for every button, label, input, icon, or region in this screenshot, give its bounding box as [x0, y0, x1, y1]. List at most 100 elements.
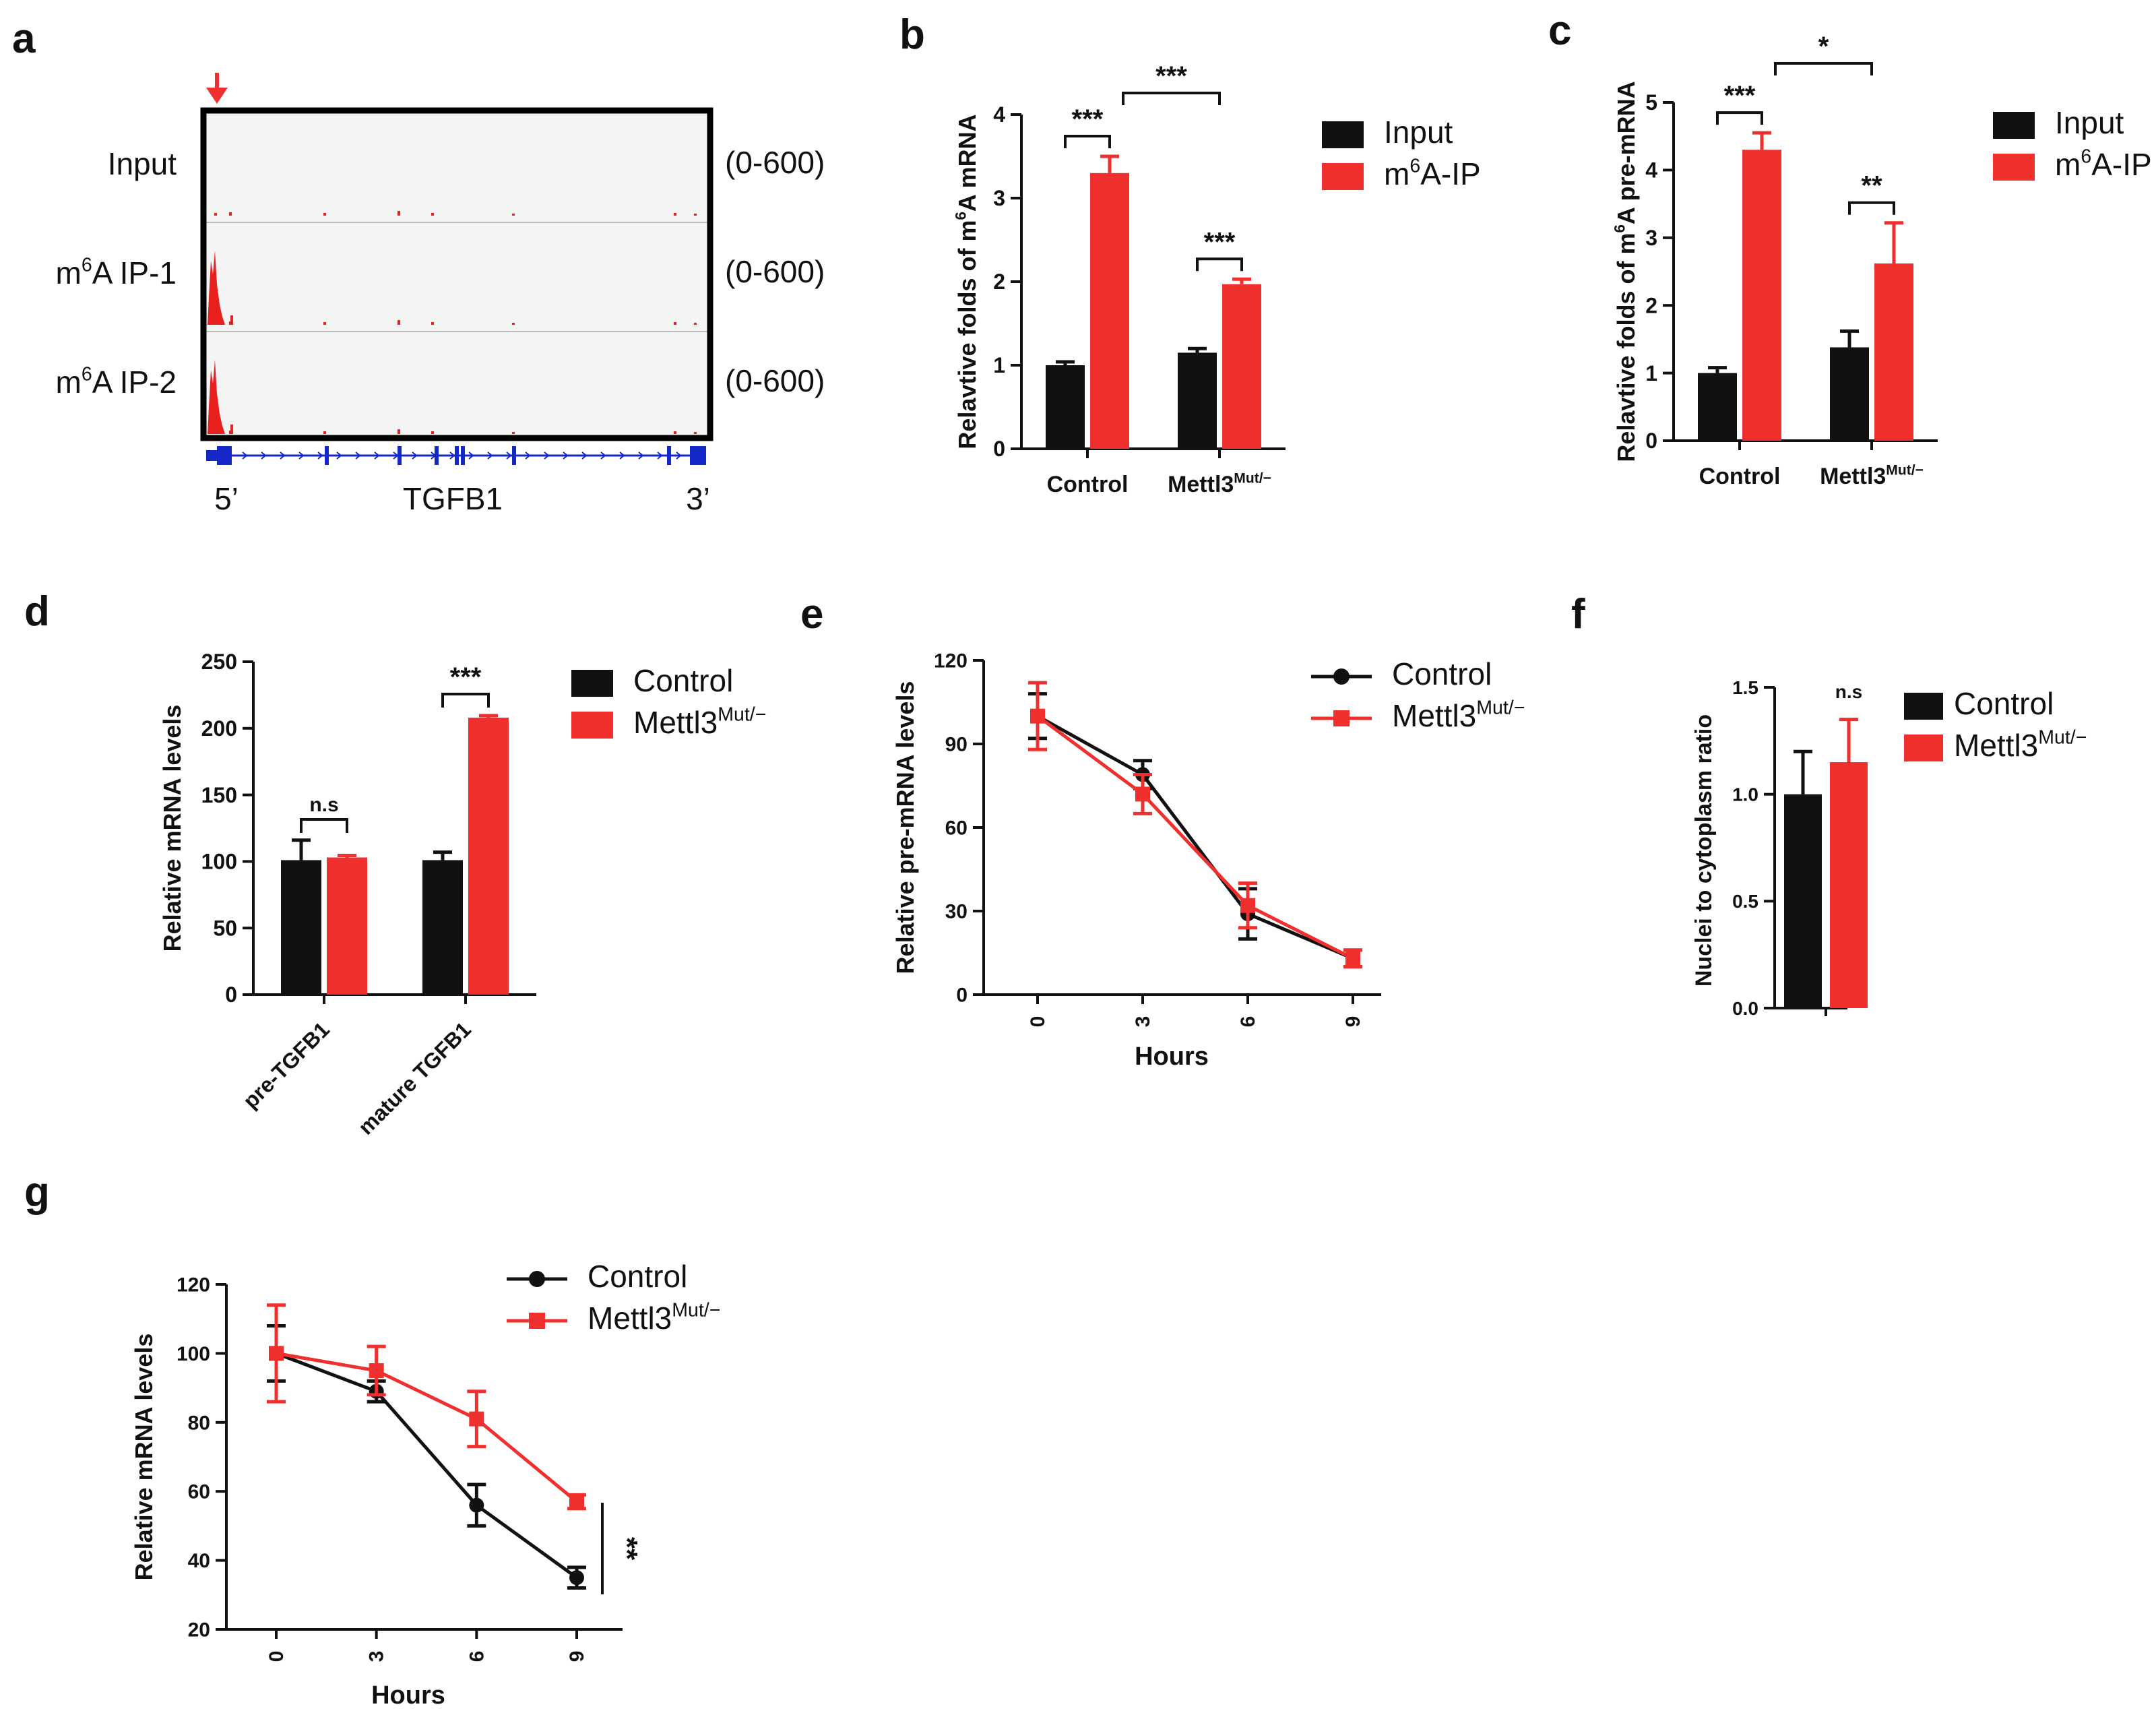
- y-tick-label: 0.0: [1732, 998, 1758, 1019]
- peak: [323, 431, 326, 434]
- y-tick-label: 0: [956, 985, 968, 1007]
- gene-exon: [690, 446, 706, 465]
- text-part: Control: [1699, 464, 1781, 489]
- y-tick-label: 4: [1645, 158, 1657, 183]
- gene-exon: [325, 446, 329, 465]
- text-part: m: [2055, 147, 2081, 182]
- text-part: A IP-1: [92, 255, 177, 290]
- y-tick-label: 1.0: [1732, 784, 1758, 805]
- legend-swatch-black: [1904, 693, 1943, 720]
- strand-arrow-icon: [317, 451, 323, 460]
- bar-input: [1830, 347, 1869, 441]
- x-tick-label: 3: [366, 1651, 388, 1662]
- y-tick-label: 150: [201, 783, 237, 807]
- superscript: Mut/−: [672, 1300, 720, 1321]
- strand-arrow-icon: [506, 451, 512, 460]
- superscript: 6: [1409, 156, 1420, 177]
- red-arrow-icon: [206, 88, 228, 104]
- peak: [431, 431, 434, 434]
- x-tick-label: 6: [466, 1651, 488, 1662]
- peak-cluster: [208, 251, 225, 325]
- legend-swatch-black: [571, 670, 613, 697]
- strand-arrow-icon: [242, 451, 248, 460]
- y-tick-label: 100: [177, 1343, 210, 1365]
- text-part: Mettl3: [1168, 472, 1234, 497]
- gene-exon: [512, 446, 516, 465]
- category-label: Mettl3Mut/−: [1168, 470, 1271, 497]
- y-tick-label: 5: [1645, 90, 1657, 115]
- data-point: [469, 1411, 484, 1427]
- text-part: Input: [1384, 115, 1453, 150]
- y-tick-label: 1.5: [1732, 677, 1758, 698]
- superscript: Mut/−: [1886, 462, 1924, 478]
- legend-label: m6A-IP: [2055, 146, 2152, 182]
- strand-arrow-icon: [638, 451, 644, 460]
- gene-exon: [455, 446, 459, 465]
- text-part: Relavtive folds of m: [1612, 233, 1640, 462]
- data-point: [569, 1570, 584, 1586]
- category-label: Control: [1047, 472, 1129, 497]
- panel-label-g: g: [24, 1169, 50, 1216]
- text-part: m: [56, 255, 82, 290]
- text-part: Mettl3: [1954, 728, 2038, 763]
- text-part: Control: [1954, 686, 2054, 721]
- significance-bracket: [1064, 135, 1111, 148]
- x-tick-label: 0: [1027, 1016, 1049, 1028]
- y-tick-label: 250: [201, 650, 237, 674]
- strand-arrow-icon: [600, 451, 606, 460]
- legend-swatch-red: [571, 712, 613, 739]
- peak: [694, 323, 697, 325]
- bar-series2: [1090, 173, 1129, 449]
- peak: [674, 213, 676, 216]
- peak-cluster: [208, 360, 225, 434]
- bar-control: [422, 860, 463, 995]
- text-part: Control: [588, 1259, 687, 1294]
- strand-arrow-icon: [544, 451, 550, 460]
- category-label: Control: [1699, 464, 1781, 489]
- legend-label: Input: [2055, 105, 2124, 140]
- y-tick-label: 20: [188, 1619, 210, 1642]
- data-point: [369, 1363, 384, 1378]
- y-tick-label: 200: [201, 716, 237, 741]
- peak: [674, 431, 676, 434]
- strand-arrow-icon: [468, 451, 474, 460]
- y-axis-title: Relavtive folds of m6A mRNA: [953, 114, 981, 449]
- legend-label: m6A-IP: [1384, 156, 1481, 191]
- x-tick-label: 3: [1132, 1016, 1154, 1028]
- chart-b: 0 1 2 3 4 Control Mettl3Mut/− Relavtive folds o…: [953, 61, 1481, 497]
- y-tick-label: 50: [213, 916, 237, 940]
- strand-arrow-icon: [336, 451, 342, 460]
- text-part: A mRNA: [953, 114, 981, 212]
- x-axis-title: Hours: [371, 1681, 445, 1710]
- peak: [431, 322, 434, 325]
- y-tick-label: 1: [993, 353, 1005, 377]
- strand-arrow-icon: [525, 451, 531, 460]
- significance-label: **: [1861, 171, 1882, 201]
- bar-series2: [1874, 263, 1913, 441]
- text-part: Mettl3: [1820, 464, 1886, 489]
- x-tick-label: 0: [265, 1651, 288, 1662]
- bar-input: [1178, 352, 1217, 449]
- significance-ns: n.s: [309, 794, 338, 816]
- strand-arrow-icon: [355, 451, 361, 460]
- legend-label: Mettl3Mut/−: [1392, 697, 1525, 733]
- strand-arrow-icon: [563, 451, 569, 460]
- panel-label-c: c: [1548, 7, 1571, 54]
- peak: [214, 213, 217, 216]
- peak: [512, 214, 515, 216]
- peak: [230, 425, 233, 434]
- category-label: pre-TGFB1: [239, 1017, 334, 1113]
- track-range: (0-600): [725, 363, 825, 398]
- significance-label: ***: [1204, 227, 1236, 257]
- text-part: Control: [1392, 656, 1492, 691]
- legend-marker: [529, 1313, 545, 1329]
- y-tick-label: 30: [945, 901, 968, 923]
- y-tick-label: 80: [188, 1412, 210, 1434]
- text-part: Input: [2055, 105, 2124, 140]
- panel-label-a: a: [12, 15, 36, 62]
- strand-arrow-icon: [374, 451, 380, 460]
- legend-label: Mettl3Mut/−: [633, 704, 766, 740]
- text-part: A-IP: [2091, 147, 2151, 182]
- y-axis-title: Relative pre-mRNA levels: [891, 681, 919, 974]
- bar-input: [1698, 373, 1737, 441]
